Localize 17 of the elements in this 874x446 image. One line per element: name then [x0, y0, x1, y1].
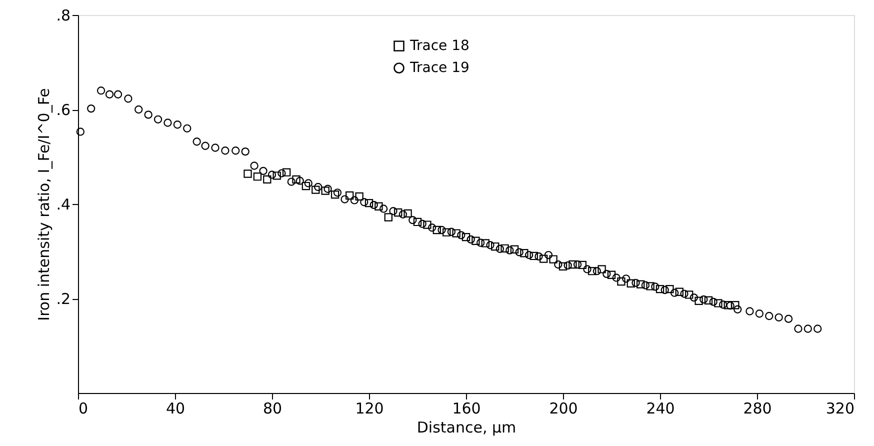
x-tick-label: 120 — [355, 400, 384, 418]
x-tick-label: 320 — [826, 400, 854, 418]
y-tick-label: .8 — [56, 6, 70, 24]
x-tick-label: 80 — [262, 400, 282, 418]
y-tick-label: .2 — [56, 290, 70, 308]
x-axis-title: Distance, µm — [416, 418, 516, 436]
legend-label: Trace 19 — [409, 60, 470, 76]
x-tick-label: 280 — [743, 400, 772, 418]
y-axis-title: Iron intensity ratio, I_Fe/I^0_Fe — [35, 88, 54, 321]
y-tick-label: .4 — [56, 196, 70, 214]
x-tick-label: 240 — [646, 400, 675, 418]
legend-label: Trace 18 — [409, 38, 470, 54]
x-tick-label: 0 — [78, 400, 88, 418]
x-tick-label: 160 — [452, 400, 481, 418]
x-tick-label: 200 — [549, 400, 578, 418]
x-tick-label: 40 — [166, 400, 186, 418]
y-tick-label: .6 — [56, 101, 70, 119]
